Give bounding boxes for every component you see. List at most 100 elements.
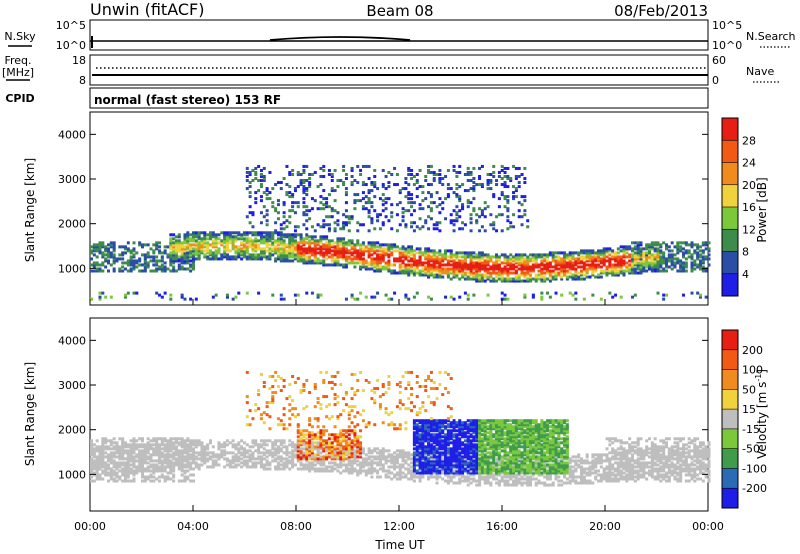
scatter-cell — [384, 293, 388, 297]
scatter-cell — [707, 257, 711, 261]
scatter-cell — [104, 469, 108, 473]
scatter-cell — [302, 257, 306, 261]
scatter-cell — [265, 197, 269, 201]
scatter-cell — [101, 451, 105, 455]
scatter-cell — [410, 387, 414, 391]
scatter-cell — [412, 453, 416, 457]
scatter-cell — [276, 449, 280, 453]
scatter-cell — [449, 249, 453, 253]
scatter-cell — [302, 211, 306, 215]
scatter-cell — [123, 441, 127, 445]
scatter-cell — [177, 459, 181, 463]
scatter-cell — [486, 263, 490, 267]
scatter-cell — [149, 457, 153, 461]
scatter-cell — [591, 261, 595, 265]
scatter-cell — [146, 457, 150, 461]
scatter-cell — [514, 177, 518, 181]
scatter-cell — [189, 463, 193, 467]
scatter-cell — [455, 273, 459, 277]
scatter-cell — [407, 370, 411, 374]
scatter-cell — [121, 269, 125, 273]
scatter-cell — [288, 215, 292, 219]
scatter-cell — [282, 451, 286, 455]
scatter-cell — [461, 259, 465, 263]
scatter-cell — [271, 395, 275, 399]
scatter-cell — [384, 215, 388, 219]
scatter-cell — [370, 259, 374, 263]
scatter-cell — [98, 247, 102, 251]
scatter-cell — [359, 257, 363, 261]
velocity-scatter — [90, 370, 711, 487]
scatter-cell — [90, 269, 93, 273]
scatter-cell — [319, 195, 323, 199]
scatter-cell — [415, 291, 419, 295]
scatter-cell — [104, 265, 108, 269]
scatter-cell — [670, 249, 674, 253]
scatter-cell — [248, 239, 252, 243]
scatter-cell — [293, 449, 297, 453]
scatter-cell — [276, 249, 280, 253]
scatter-cell — [282, 423, 286, 427]
scatter-cell — [390, 215, 394, 219]
scatter-cell — [319, 445, 323, 449]
scatter-cell — [223, 457, 227, 461]
scatter-cell — [662, 293, 666, 297]
scatter-cell — [163, 445, 167, 449]
scatter-cell — [582, 261, 586, 265]
scatter-cell — [262, 166, 266, 170]
scatter-cell — [359, 435, 363, 439]
scatter-cell — [378, 449, 382, 453]
scatter-cell — [506, 269, 510, 273]
scatter-cell — [376, 378, 380, 382]
scatter-cell — [415, 461, 419, 465]
scatter-cell — [531, 267, 535, 271]
scatter-cell — [636, 261, 640, 265]
scatter-cell — [251, 179, 255, 183]
scatter-cell — [143, 261, 147, 265]
scatter-cell — [279, 239, 283, 243]
scatter-cell — [673, 257, 677, 261]
scatter-cell — [322, 261, 326, 265]
scatter-cell — [308, 449, 312, 453]
scatter-cell — [378, 247, 382, 251]
scatter-cell — [574, 297, 578, 301]
scatter-cell — [115, 475, 119, 479]
scatter-cell — [353, 261, 357, 265]
scatter-cell — [231, 297, 235, 301]
scatter-cell — [305, 437, 309, 441]
scatter-cell — [274, 231, 278, 235]
scatter-cell — [172, 269, 176, 273]
scatter-cell — [296, 423, 300, 427]
scatter-cell — [342, 249, 346, 253]
scatter-cell — [681, 241, 685, 245]
scatter-cell — [268, 374, 272, 378]
scatter-cell — [367, 247, 371, 251]
scatter-cell — [194, 243, 198, 247]
scatter-cell — [288, 191, 292, 195]
scatter-cell — [140, 445, 144, 449]
scatter-cell — [172, 243, 176, 247]
scatter-cell — [285, 219, 289, 223]
scatter-cell — [503, 297, 507, 301]
scatter-cell — [480, 209, 484, 213]
scatter-cell — [325, 441, 329, 445]
scatter-cell — [662, 253, 666, 257]
scatter-cell — [90, 471, 93, 475]
scatter-cell — [421, 437, 425, 441]
scatter-cell — [319, 451, 323, 455]
scatter-cell — [172, 475, 176, 479]
scatter-cell — [152, 443, 156, 447]
scatter-cell — [223, 451, 227, 455]
scatter-cell — [104, 473, 108, 477]
scatter-cell — [322, 463, 326, 467]
scatter-cell — [325, 465, 329, 469]
scatter-cell — [492, 227, 496, 231]
scatter-cell — [455, 255, 459, 259]
scatter-cell — [313, 253, 317, 257]
scatter-cell — [92, 243, 96, 247]
scatter-cell — [489, 223, 493, 227]
scatter-cell — [274, 467, 278, 471]
scatter-cell — [160, 437, 164, 441]
scatter-cell — [291, 407, 295, 411]
scatter-cell — [376, 259, 380, 263]
